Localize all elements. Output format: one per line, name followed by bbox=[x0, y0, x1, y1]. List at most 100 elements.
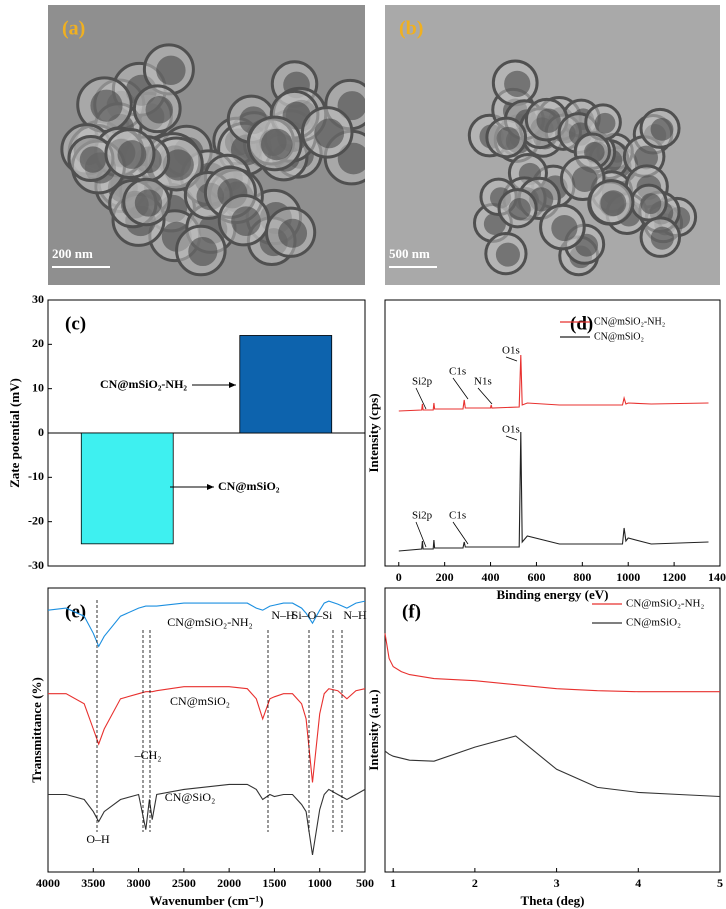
annotation: O1s bbox=[502, 424, 520, 436]
annotation: –CH₂ bbox=[134, 748, 162, 762]
annotation: Si2p bbox=[412, 510, 433, 522]
x-tick-label: 4 bbox=[635, 876, 641, 890]
annotation-leader bbox=[452, 377, 469, 400]
particle-core bbox=[79, 146, 107, 173]
annotation-leader bbox=[452, 521, 469, 545]
panel-label: (b) bbox=[399, 18, 423, 40]
annotation: CN@mSiO₂ bbox=[218, 479, 280, 493]
x-tick-label: 1 bbox=[390, 876, 396, 890]
bar bbox=[80, 432, 174, 545]
x-tick-label: 3500 bbox=[81, 876, 105, 890]
x-tick-label: 2000 bbox=[217, 876, 241, 890]
annotation: N–H bbox=[343, 608, 367, 622]
legend-label: CN@mSiO₂ bbox=[594, 331, 644, 342]
particle-core bbox=[162, 149, 194, 181]
y-tick-label: 0 bbox=[38, 425, 44, 439]
particle-core bbox=[508, 198, 531, 221]
particle-core bbox=[634, 145, 659, 170]
plot-frame bbox=[47, 587, 366, 873]
series-label: CN@SiO₂ bbox=[165, 790, 216, 804]
tem-image: (a) 200 nm bbox=[48, 5, 365, 285]
series-line bbox=[384, 735, 721, 798]
particle-core bbox=[314, 118, 345, 149]
particle-core bbox=[650, 226, 674, 250]
panel-label: (d) bbox=[570, 313, 593, 334]
y-tick-label: -10 bbox=[28, 469, 44, 483]
particle-core bbox=[600, 190, 627, 217]
annotation: C1s bbox=[449, 366, 466, 378]
x-tick-label: 600 bbox=[527, 570, 545, 584]
y-axis-label: Zate potential (mV) bbox=[7, 378, 22, 488]
x-axis-label: Binding energy (eV) bbox=[497, 587, 609, 602]
y-axis-label: Intensity (cps) bbox=[366, 393, 381, 472]
x-tick-label: 2 bbox=[472, 876, 478, 890]
series-line bbox=[384, 633, 720, 693]
series-line bbox=[48, 783, 366, 855]
particle-core bbox=[504, 70, 531, 97]
particle-core bbox=[90, 89, 123, 122]
annotation-leader bbox=[505, 435, 518, 441]
particles bbox=[467, 59, 698, 277]
y-tick-label: 10 bbox=[32, 380, 44, 394]
series-line bbox=[48, 686, 366, 783]
annotation: N1s bbox=[474, 376, 492, 388]
particle-core bbox=[640, 193, 662, 215]
particle-core bbox=[231, 206, 261, 236]
x-tick-label: 3000 bbox=[127, 876, 151, 890]
particle-core bbox=[188, 236, 218, 267]
x-tick-label: 2500 bbox=[172, 876, 196, 890]
legend-label: CN@mSiO₂ bbox=[626, 617, 681, 629]
scale-label: 500 nm bbox=[389, 246, 430, 261]
particle-core bbox=[495, 242, 520, 267]
particle-core bbox=[260, 128, 293, 161]
x-tick-label: 3 bbox=[554, 876, 560, 890]
particle-core bbox=[536, 108, 561, 133]
series-label: CN@mSiO₂ bbox=[170, 694, 230, 708]
particle-core bbox=[145, 96, 173, 124]
particle-core bbox=[551, 214, 578, 242]
y-tick-label: 20 bbox=[32, 336, 44, 350]
x-tick-label: 800 bbox=[573, 570, 591, 584]
y-tick-label: -20 bbox=[28, 513, 44, 527]
x-tick-label: 1000 bbox=[308, 876, 332, 890]
x-tick-label: 1000 bbox=[616, 570, 640, 584]
y-axis-label: Transmittance (%) bbox=[29, 677, 44, 783]
annotation: O1s bbox=[502, 345, 520, 357]
x-tick-label: 500 bbox=[356, 876, 374, 890]
particle-core bbox=[156, 55, 186, 86]
particle-core bbox=[594, 112, 616, 134]
particle-core bbox=[278, 218, 308, 248]
x-tick-label: 1400 bbox=[708, 570, 726, 584]
annotation: C1s bbox=[449, 510, 466, 522]
x-tick-label: 200 bbox=[436, 570, 454, 584]
annotation-leader bbox=[477, 387, 493, 405]
annotation-leader bbox=[415, 521, 427, 548]
plot-frame bbox=[384, 587, 721, 873]
annotation: O–H bbox=[86, 832, 110, 846]
series-line bbox=[398, 431, 709, 552]
particle-core bbox=[650, 117, 674, 141]
plot-frame bbox=[384, 299, 721, 567]
tem-image: (b) 500 nm bbox=[385, 5, 720, 285]
particle-core bbox=[571, 166, 598, 193]
scale-label: 200 nm bbox=[52, 246, 93, 261]
x-tick-label: 5 bbox=[717, 876, 723, 890]
legend-label: CN@mSiO₂-NH₂ bbox=[626, 598, 704, 610]
annotation-leader bbox=[505, 356, 518, 362]
panel-label: (f) bbox=[402, 601, 421, 622]
x-tick-label: 4000 bbox=[36, 876, 60, 890]
x-axis-label: Wavenumber (cm⁻¹) bbox=[149, 893, 263, 908]
series-line bbox=[47, 600, 366, 648]
annotation: Si2p bbox=[412, 376, 433, 388]
particle-core bbox=[117, 140, 147, 169]
y-tick-label: -30 bbox=[28, 558, 44, 572]
annotation: N–H bbox=[271, 608, 295, 622]
particles bbox=[60, 43, 365, 277]
series-line bbox=[398, 354, 709, 412]
bar bbox=[239, 335, 333, 434]
x-tick-label: 400 bbox=[482, 570, 500, 584]
legend-label: CN@mSiO₂-NH₂ bbox=[594, 316, 665, 327]
x-tick-label: 0 bbox=[396, 570, 402, 584]
annotation-leader bbox=[415, 387, 427, 410]
